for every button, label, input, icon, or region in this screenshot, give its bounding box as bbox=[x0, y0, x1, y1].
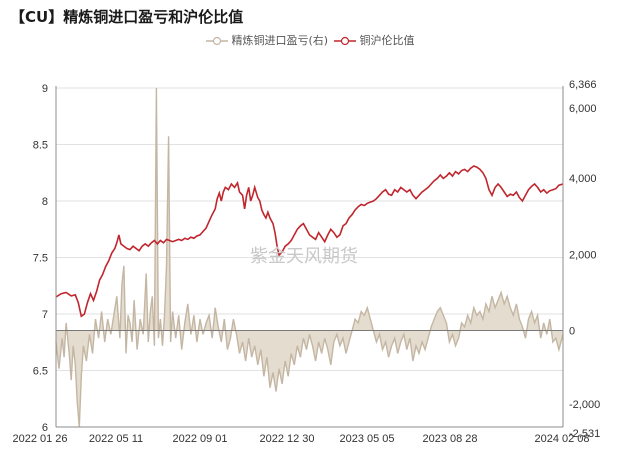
right-tick-label: 6,366 bbox=[569, 79, 597, 91]
watermark: 紫金天风期货 bbox=[250, 246, 358, 267]
tick-labels: 6 6.5 7 7.5 8 8.5 9 -2,531 -2,000 0 2,000 4,000 6,00… bbox=[12, 79, 600, 445]
right-tick-label: -2,000 bbox=[569, 399, 600, 411]
profit-area-layer bbox=[55, 87, 564, 428]
right-tick-label: 2,000 bbox=[569, 249, 597, 261]
profit-series-line bbox=[55, 87, 564, 428]
x-tick-label: 2023 08 28 bbox=[422, 433, 477, 445]
x-tick-label: 2024 02 08 bbox=[534, 433, 589, 445]
right-tick-label: -2,531 bbox=[569, 428, 600, 440]
ratio-line-layer bbox=[55, 165, 564, 318]
legend-profit-label: 精炼铜进口盈亏(右) bbox=[231, 34, 329, 47]
legend: 精炼铜进口盈亏(右) 铜沪伦比值 bbox=[0, 32, 633, 50]
right-tick-label: 6,000 bbox=[569, 103, 597, 115]
left-tick-label: 9 bbox=[42, 83, 48, 95]
legend-ratio-marker bbox=[334, 36, 356, 46]
legend-item-profit[interactable]: 精炼铜进口盈亏(右) bbox=[206, 32, 328, 48]
x-tick-label: 2022 05 11 bbox=[89, 433, 143, 445]
right-tick-label: 0 bbox=[569, 326, 575, 338]
left-tick-label: 7.5 bbox=[33, 253, 48, 265]
left-tick-label: 8 bbox=[42, 196, 48, 208]
axes bbox=[55, 86, 564, 428]
legend-profit-marker bbox=[206, 36, 228, 46]
left-tick-label: 6 bbox=[42, 422, 48, 434]
chart-title: 【CU】精炼铜进口盈亏和沪伦比值 bbox=[10, 8, 244, 26]
left-tick-label: 8.5 bbox=[33, 140, 48, 152]
x-tick-label: 2022 12 30 bbox=[259, 433, 314, 445]
legend-item-ratio[interactable]: 铜沪伦比值 bbox=[334, 32, 415, 48]
x-tick-label: 2022 09 01 bbox=[172, 433, 227, 445]
x-tick-label: 2022 01 26 bbox=[12, 433, 67, 445]
legend-ratio-label: 铜沪伦比值 bbox=[359, 34, 415, 47]
left-tick-label: 7 bbox=[42, 309, 48, 321]
x-tick-label: 2023 05 05 bbox=[339, 433, 394, 445]
right-tick-label: 4,000 bbox=[569, 173, 597, 185]
left-tick-label: 6.5 bbox=[33, 366, 48, 378]
ratio-series-line bbox=[55, 165, 564, 318]
